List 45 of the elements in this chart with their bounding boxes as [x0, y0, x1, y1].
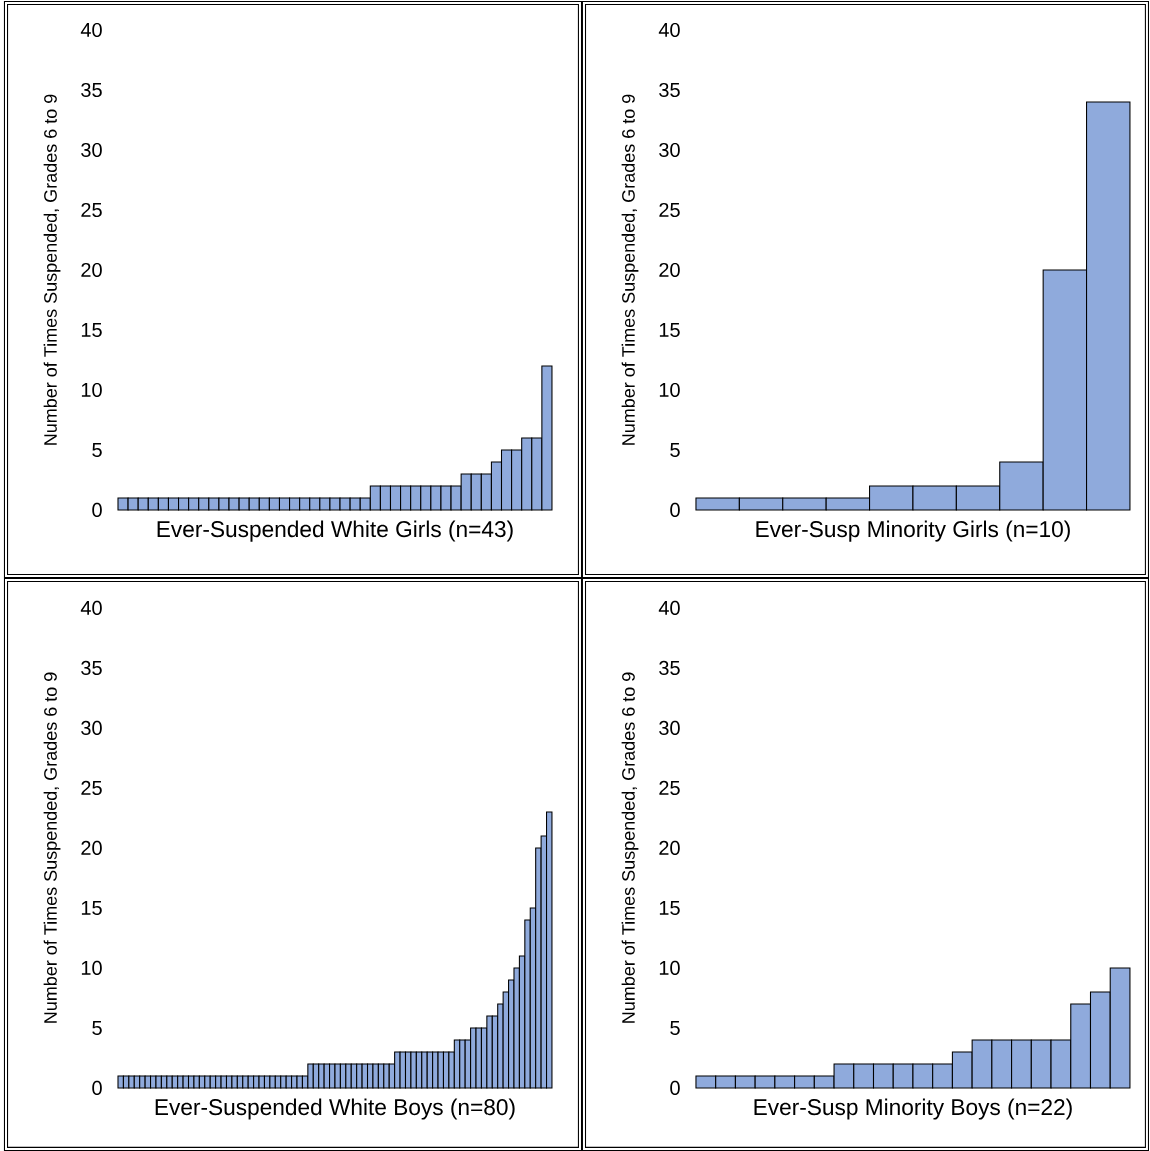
y-tick-label: 0 — [670, 1080, 680, 1096]
y-tick-label: 40 — [80, 22, 102, 38]
y-tick-label: 5 — [670, 1020, 680, 1035]
y-tick-label: 15 — [659, 900, 680, 915]
y-tick-label: 0 — [92, 1080, 102, 1096]
y-tick-label: 5 — [92, 442, 102, 457]
y-tick-label: 30 — [659, 142, 680, 158]
y-tick-label: 35 — [659, 82, 680, 98]
y-tick-label: 40 — [658, 22, 680, 38]
y-axis-title: Number of Times Suspended, Grades 6 to 9 — [43, 94, 61, 445]
y-tick-label: 15 — [81, 900, 102, 915]
x-axis-title: Ever-Suspended White Girls (n=43) — [157, 520, 513, 542]
y-axis-title: Number of Times Suspended, Grades 6 to 9 — [43, 672, 61, 1023]
y-tick-label: 25 — [659, 780, 680, 796]
bar — [117, 1075, 124, 1089]
y-tick-label: 25 — [81, 202, 102, 218]
y-tick-label: 25 — [659, 202, 680, 218]
y-tick-label: 20 — [659, 262, 680, 278]
y-tick-label: 10 — [659, 960, 680, 976]
y-tick-label: 30 — [81, 720, 102, 736]
y-tick-label: 15 — [659, 322, 680, 337]
y-tick-label: 0 — [92, 502, 102, 518]
y-tick-label: 40 — [658, 600, 680, 616]
y-tick-label: 10 — [659, 382, 680, 398]
y-tick-label: 5 — [92, 1020, 102, 1035]
y-tick-label: 20 — [81, 262, 102, 278]
y-tick-label: 35 — [81, 660, 102, 676]
y-tick-label: 35 — [659, 660, 680, 676]
y-tick-label: 10 — [81, 382, 102, 398]
y-tick-label: 40 — [80, 600, 102, 616]
y-tick-label: 5 — [670, 442, 680, 457]
y-tick-label: 10 — [81, 960, 102, 976]
x-axis-title: Ever-Susp Minority Boys (n=22) — [754, 1098, 1072, 1120]
x-axis-title: Ever-Susp Minority Girls (n=10) — [756, 520, 1070, 542]
y-tick-label: 0 — [670, 502, 680, 518]
y-axis-title: Number of Times Suspended, Grades 6 to 9 — [621, 94, 639, 445]
y-tick-label: 30 — [81, 142, 102, 158]
y-tick-label: 35 — [81, 82, 102, 98]
y-axis-title: Number of Times Suspended, Grades 6 to 9 — [621, 672, 639, 1023]
x-axis-title: Ever-Suspended White Boys (n=80) — [155, 1098, 515, 1120]
y-tick-label: 20 — [659, 840, 680, 856]
y-tick-label: 20 — [81, 840, 102, 856]
y-tick-label: 15 — [81, 322, 102, 337]
y-tick-label: 30 — [659, 720, 680, 736]
y-tick-label: 25 — [81, 780, 102, 796]
